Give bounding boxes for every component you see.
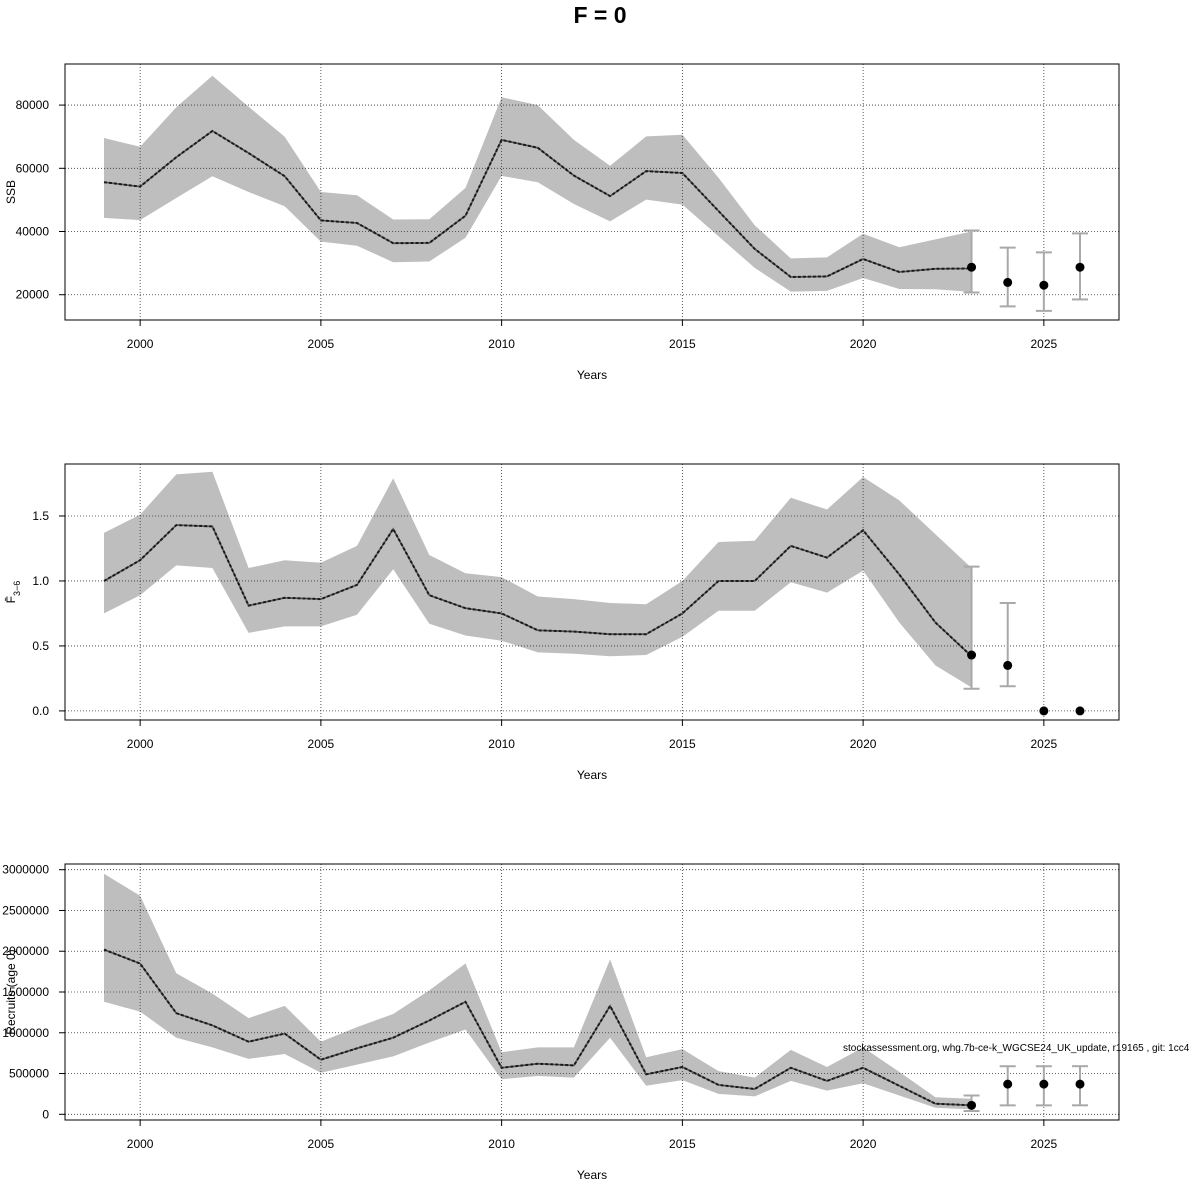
x-tick-label: 2010 (488, 1137, 515, 1151)
x-tick-label: 2005 (308, 337, 335, 351)
y-tick-label: 500000 (9, 1067, 49, 1081)
forecast-point (1075, 262, 1085, 272)
forecast-point (967, 262, 977, 272)
panel-1: 2000 2005 2010 2015 2020 2025 20000 40000 60000 8… (4, 63, 1120, 382)
panel-2: 2000 2005 2010 2015 2020 2025 0.0 0.5 1.0 1.5 Year… (4, 463, 1120, 782)
x-tick-label: 2000 (127, 1137, 154, 1151)
y-axis-label-subscript: 3−6 (12, 581, 22, 596)
forecast-point (1003, 277, 1013, 287)
forecast-point (1075, 1079, 1085, 1089)
forecast-point (1039, 1079, 1049, 1089)
y-axis-label: SSB (4, 180, 18, 204)
estimate-line (103, 524, 973, 658)
x-tick-label: 2020 (850, 1137, 877, 1151)
x-axis-label: Years (577, 368, 607, 382)
y-tick-label: 40000 (16, 225, 50, 239)
plot-frame (64, 463, 1120, 721)
estimate-line (103, 948, 972, 1107)
x-tick-label: 2025 (1031, 737, 1058, 751)
y-tick-label: 80000 (16, 98, 50, 112)
x-tick-label: 2005 (308, 737, 335, 751)
x-tick-label: 2010 (488, 737, 515, 751)
forecast-point (1039, 280, 1049, 290)
x-tick-label: 2025 (1031, 1137, 1058, 1151)
y-tick-label: 60000 (16, 161, 50, 175)
plot-frame (64, 863, 1120, 1121)
x-tick-label: 2015 (669, 1137, 696, 1151)
footnote: stockassessment.org, whg.7b-ce-k_WGCSE24… (843, 1043, 1190, 1054)
estimate-line (103, 129, 972, 279)
y-tick-label: 1500000 (2, 985, 49, 999)
x-axis-label: Years (577, 1168, 607, 1182)
y-axis-label: Recruits (age 0) (4, 949, 18, 1034)
y-axis-label: F̄3−6 (4, 581, 22, 604)
x-tick-label: 2025 (1031, 337, 1058, 351)
x-tick-label: 2020 (850, 337, 877, 351)
y-tick-label: 1.0 (32, 574, 49, 588)
confidence-band (104, 873, 972, 1110)
x-tick-label: 2020 (850, 737, 877, 751)
x-tick-label: 2015 (669, 737, 696, 751)
confidence-band (104, 471, 972, 688)
forecast-point (967, 650, 977, 660)
y-tick-label: 2000000 (2, 944, 49, 958)
forecast-point (1075, 706, 1085, 716)
y-tick-label: 20000 (16, 288, 50, 302)
forecast-point (1003, 1079, 1013, 1089)
y-tick-label: 0 (42, 1107, 49, 1121)
panel-3: 2000 2005 2010 2015 2020 2025 0 500000 1000000 15… (2, 863, 1120, 1182)
y-tick-label: 3000000 (2, 863, 49, 877)
x-tick-label: 2000 (127, 337, 154, 351)
y-tick-label: 0.5 (32, 639, 49, 653)
chart-title: F = 0 (573, 2, 627, 28)
forecast-point (1039, 706, 1049, 716)
forecast-point (967, 1100, 977, 1110)
confidence-band (104, 75, 972, 292)
plot-frame (64, 63, 1120, 321)
y-tick-label: 1000000 (2, 1026, 49, 1040)
y-tick-label: 1.5 (32, 509, 49, 523)
x-tick-label: 2005 (308, 1137, 335, 1151)
x-tick-label: 2000 (127, 737, 154, 751)
x-tick-label: 2010 (488, 337, 515, 351)
y-tick-label: 2500000 (2, 903, 49, 917)
y-tick-label: 0.0 (32, 704, 49, 718)
x-tick-label: 2015 (669, 337, 696, 351)
forecast-point (1003, 660, 1013, 670)
x-axis-label: Years (577, 768, 607, 782)
